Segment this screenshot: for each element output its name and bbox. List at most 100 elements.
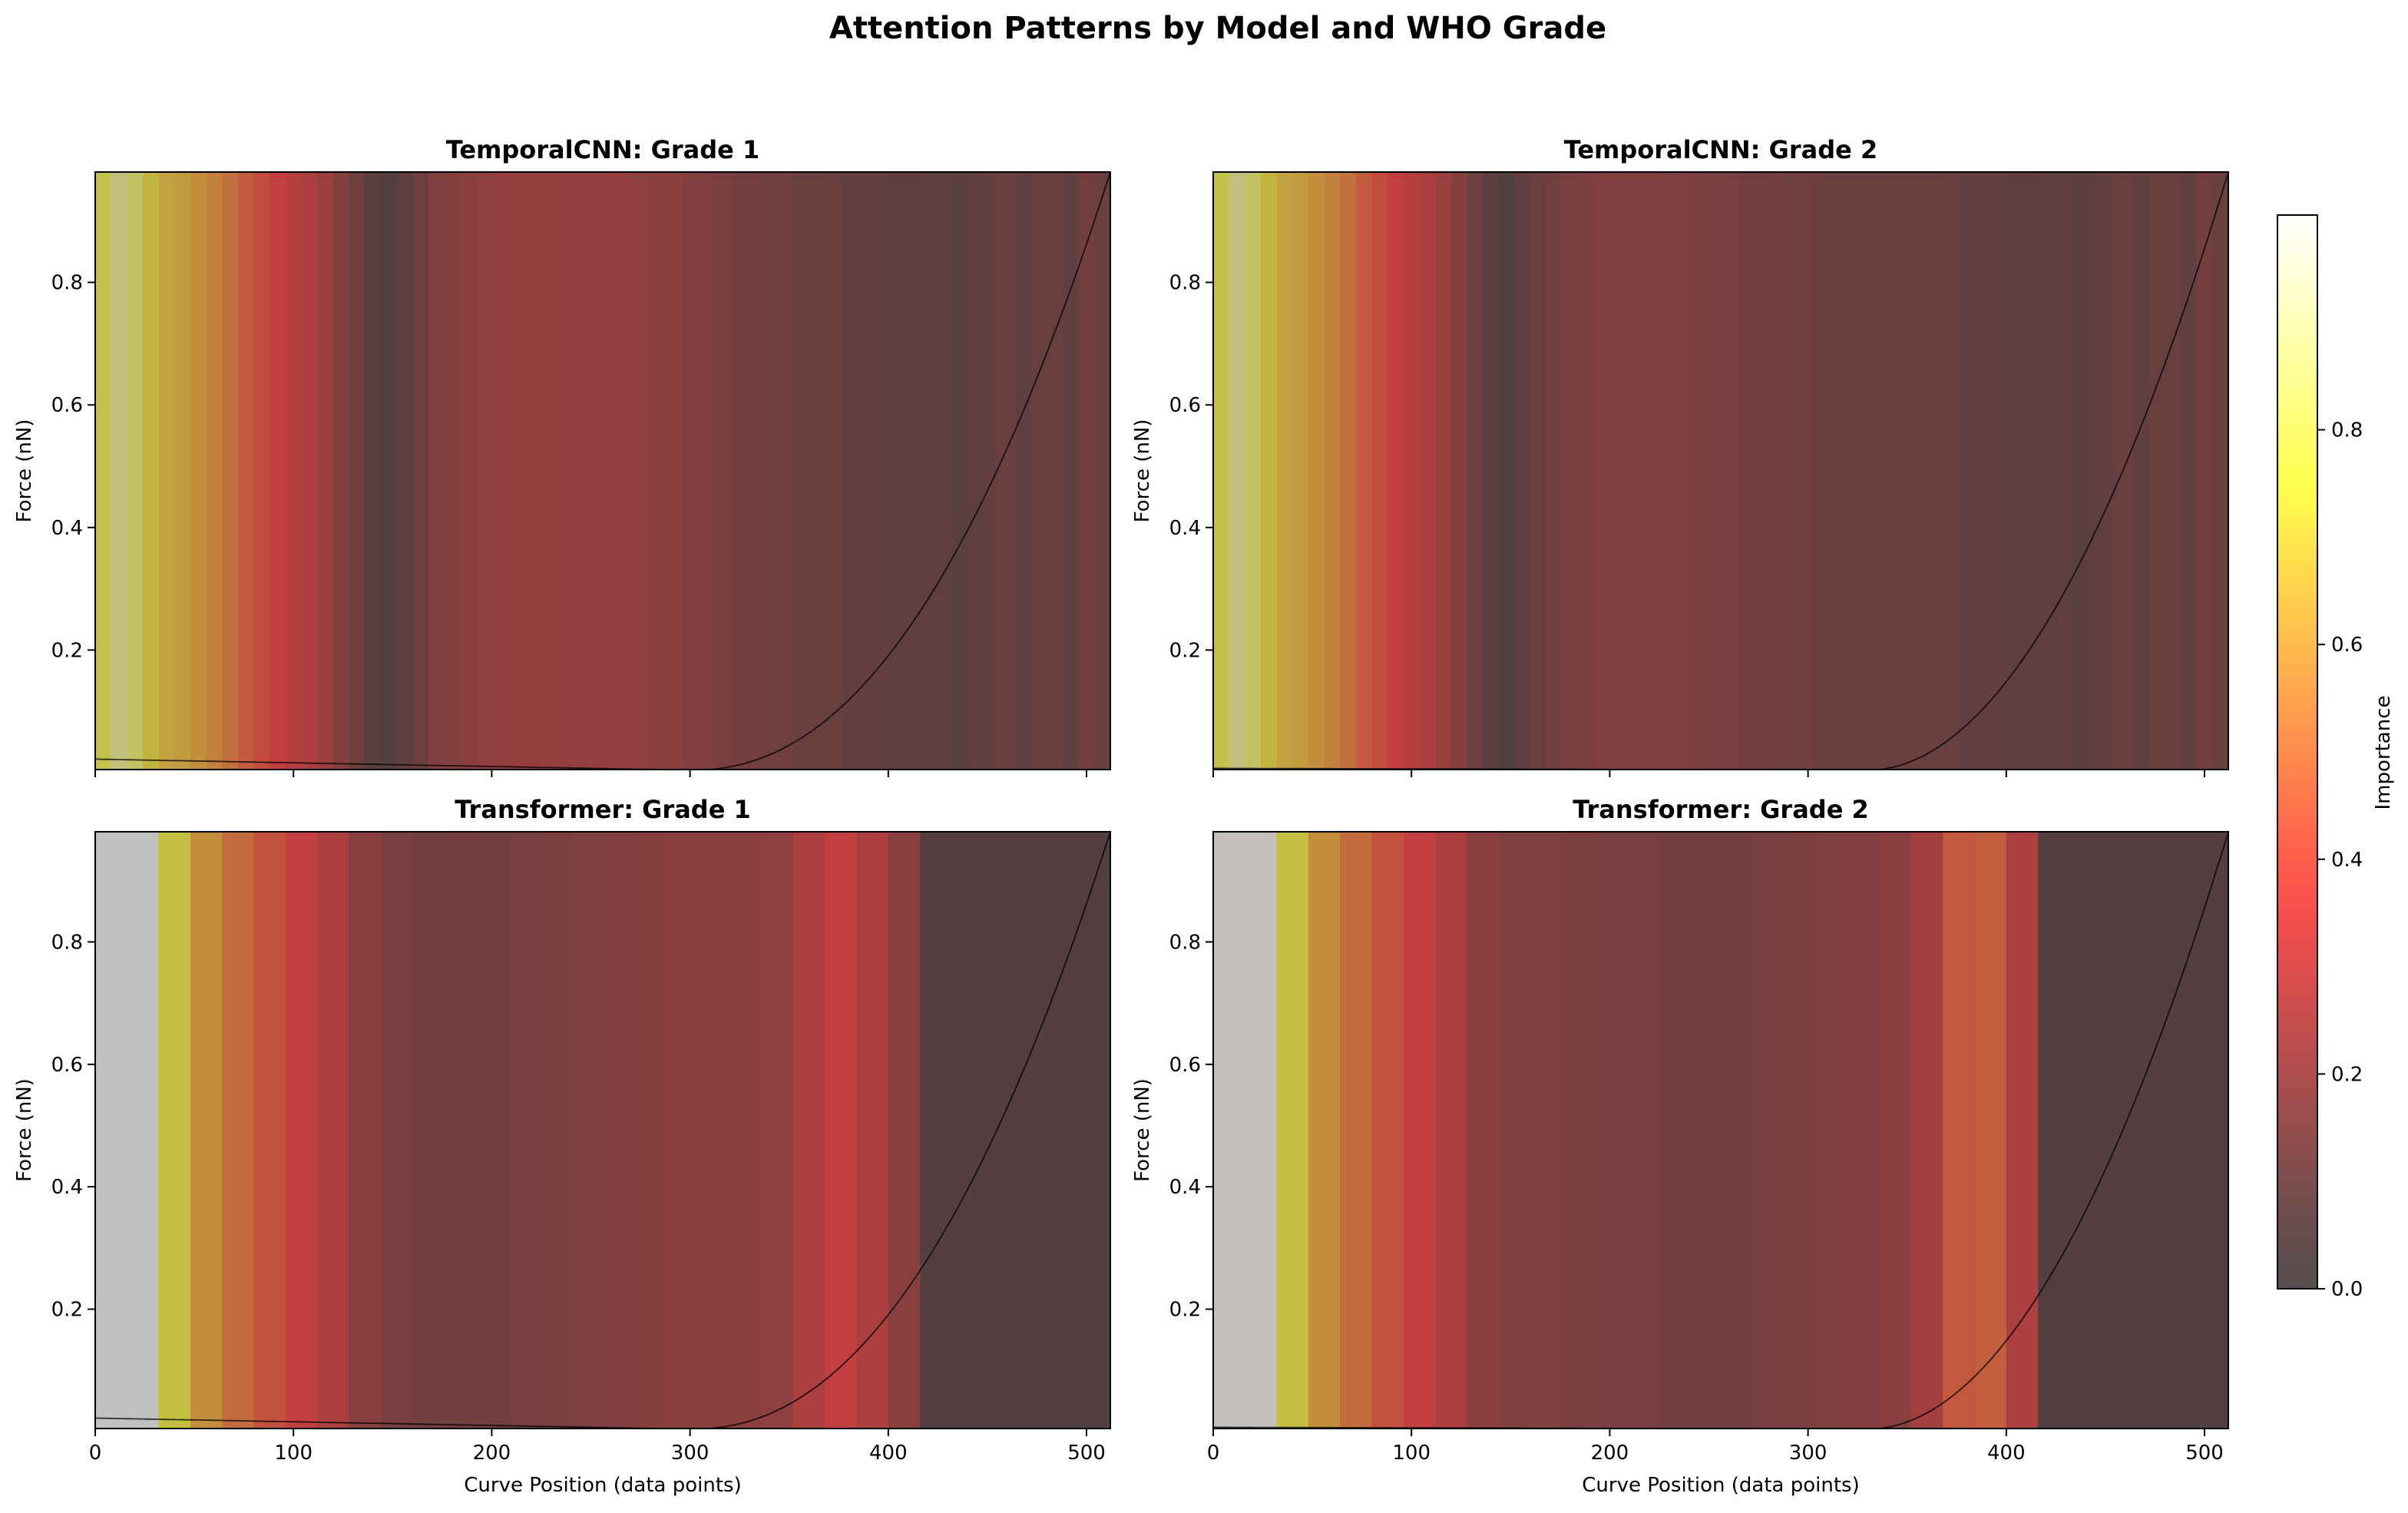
heatmap-cell bbox=[761, 832, 794, 1429]
heatmap-shade bbox=[1213, 172, 2228, 770]
heatmap-cell bbox=[618, 172, 635, 770]
heatmap-cell bbox=[460, 172, 477, 770]
heatmap-cell bbox=[1245, 172, 1262, 770]
x-tick-label: 500 bbox=[1067, 1442, 1106, 1465]
heatmap-cell bbox=[1974, 832, 2007, 1429]
y-tick-label: 0.4 bbox=[51, 1176, 83, 1199]
heatmap-cell bbox=[729, 172, 746, 770]
heatmap-cell bbox=[1593, 832, 1626, 1429]
heatmap-shade bbox=[95, 832, 1110, 1429]
heatmap-cell bbox=[1943, 832, 1976, 1429]
heatmap-cell bbox=[444, 832, 477, 1429]
heatmap-cell bbox=[1340, 172, 1357, 770]
heatmap-cell bbox=[1483, 172, 1500, 770]
heatmap-cells bbox=[1213, 832, 2228, 1429]
heatmap-cell bbox=[825, 832, 858, 1429]
subplot-1: 0.2 0.4 0.6 0.8 TemporalCNN: Grade 1 Force (n… bbox=[13, 135, 1111, 777]
heatmap-cell bbox=[1927, 172, 1943, 770]
heatmap-cell bbox=[222, 172, 239, 770]
force-curve bbox=[95, 832, 1110, 1429]
heatmap-cell bbox=[1879, 172, 1896, 770]
heatmap-cell bbox=[95, 832, 127, 1429]
heatmap-cell bbox=[158, 172, 175, 770]
heatmap-cell bbox=[508, 172, 524, 770]
x-axis-label: Curve Position (data points) bbox=[1582, 1474, 1859, 1497]
heatmap-cell bbox=[951, 172, 968, 770]
heatmap-cell bbox=[1015, 832, 1047, 1429]
heatmap-cell bbox=[1800, 172, 1817, 770]
y-tick-label: 0.4 bbox=[1169, 1176, 1201, 1199]
heatmap-cell bbox=[190, 832, 223, 1429]
heatmap-cell bbox=[1626, 172, 1642, 770]
heatmap-cell bbox=[1078, 832, 1110, 1429]
heatmap-cell bbox=[1689, 172, 1705, 770]
heatmap-cell bbox=[253, 172, 270, 770]
heatmap-cell bbox=[777, 172, 794, 770]
colorbar-tick-label: 0.0 bbox=[2331, 1278, 2363, 1301]
y-tick-label: 0.6 bbox=[51, 1054, 83, 1077]
heatmap-cell bbox=[1721, 172, 1738, 770]
heatmap-cell bbox=[365, 172, 382, 770]
colorbar-tick-label: 0.8 bbox=[2331, 419, 2363, 442]
heatmap-cell bbox=[2148, 172, 2165, 770]
subplot-title: Transformer: Grade 2 bbox=[1573, 795, 1869, 824]
heatmap-cell bbox=[174, 172, 191, 770]
heatmap-cell bbox=[111, 172, 127, 770]
heatmap-cell bbox=[761, 172, 778, 770]
y-axis-label: Force (nN) bbox=[1131, 1078, 1154, 1182]
y-tick-label: 0.4 bbox=[51, 517, 83, 540]
heatmap-cell bbox=[1657, 172, 1674, 770]
heatmap-cell bbox=[2101, 832, 2134, 1429]
heatmap-cell bbox=[697, 832, 730, 1429]
heatmap-cell bbox=[1657, 832, 1690, 1429]
heatmap-cell bbox=[983, 172, 1001, 770]
heatmap-cell bbox=[840, 172, 858, 770]
y-axis-label: Force (nN) bbox=[13, 419, 36, 523]
heatmap-cell bbox=[222, 832, 255, 1429]
subplot-title: Transformer: Grade 1 bbox=[455, 795, 751, 824]
heatmap-cell bbox=[523, 172, 540, 770]
subplot-title: TemporalCNN: Grade 1 bbox=[446, 135, 760, 164]
heatmap-cell bbox=[1562, 172, 1579, 770]
colorbar: 0.0 0.2 0.4 0.6 0.8 Importance bbox=[2277, 214, 2395, 1301]
heatmap-cell bbox=[951, 832, 984, 1429]
heatmap-cell bbox=[1530, 172, 1547, 770]
y-tick-label: 0.8 bbox=[51, 272, 83, 295]
heatmap-cell bbox=[2212, 172, 2228, 770]
heatmap-cell bbox=[968, 172, 984, 770]
heatmap-cell bbox=[1721, 832, 1753, 1429]
heatmap-cell bbox=[634, 832, 667, 1429]
heatmap-cell bbox=[539, 832, 572, 1429]
heatmap-cell bbox=[475, 172, 493, 770]
heatmap-cell bbox=[1784, 172, 1801, 770]
heatmap-cell bbox=[2022, 172, 2039, 770]
heatmap-cell bbox=[1831, 172, 1848, 770]
axes-frame bbox=[1212, 831, 2229, 1429]
heatmap-cell bbox=[1276, 832, 1309, 1429]
heatmap-cell bbox=[1467, 172, 1484, 770]
heatmap-cell bbox=[1308, 832, 1341, 1429]
heatmap-cell bbox=[2196, 832, 2228, 1429]
heatmap-cell bbox=[237, 172, 255, 770]
heatmap-cell bbox=[1673, 172, 1690, 770]
axes-frame bbox=[94, 831, 1111, 1429]
heatmap-cell bbox=[1213, 832, 1245, 1429]
heatmap-cell bbox=[2069, 832, 2102, 1429]
heatmap-cell bbox=[1498, 172, 1516, 770]
heatmap-cell bbox=[1815, 172, 1833, 770]
heatmap-cell bbox=[475, 832, 508, 1429]
heatmap-cell bbox=[809, 172, 825, 770]
heatmap-cell bbox=[1815, 832, 1848, 1429]
heatmap-cell bbox=[1958, 172, 1976, 770]
heatmap-cell bbox=[1847, 172, 1864, 770]
heatmap-cell bbox=[1213, 172, 1230, 770]
heatmap-cell bbox=[603, 172, 620, 770]
y-tick-label: 0.2 bbox=[1169, 1299, 1201, 1322]
heatmap-cell bbox=[2165, 832, 2198, 1429]
heatmap-cell bbox=[1229, 172, 1245, 770]
heatmap-cell bbox=[332, 172, 350, 770]
heatmap-cell bbox=[920, 832, 953, 1429]
heatmap-cell bbox=[349, 172, 366, 770]
heatmap-cell bbox=[539, 172, 556, 770]
heatmap-cell bbox=[1403, 832, 1436, 1429]
